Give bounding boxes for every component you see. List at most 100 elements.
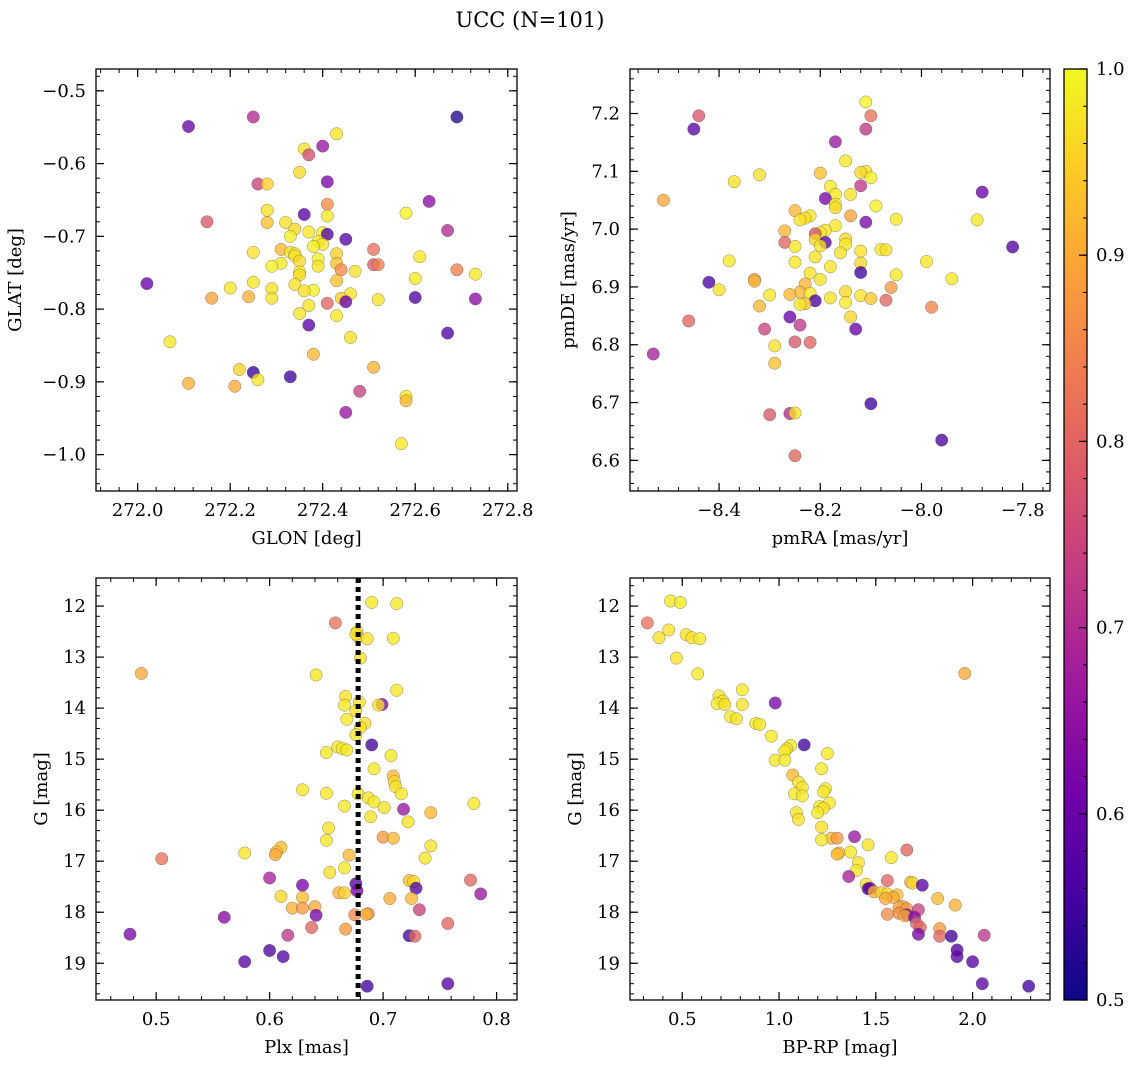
data-point	[311, 259, 325, 273]
data-point	[958, 666, 972, 680]
x-tick-label: 1.0	[765, 1009, 794, 1030]
data-point	[944, 929, 958, 943]
data-point	[238, 846, 252, 860]
data-point	[348, 264, 362, 278]
data-point	[864, 397, 878, 411]
colorbar-tick-label: 0.9	[1096, 245, 1125, 266]
data-point	[238, 955, 252, 969]
data-point	[673, 596, 687, 609]
data-point	[383, 892, 397, 905]
panel-sky-xlabel: GLON [deg]	[251, 528, 361, 549]
data-point	[803, 266, 817, 280]
y-tick-label: 17	[63, 851, 86, 872]
data-point	[217, 910, 231, 924]
data-point	[441, 917, 455, 930]
data-point	[693, 632, 707, 646]
data-point	[140, 277, 154, 291]
data-point	[830, 831, 844, 845]
data-point	[316, 139, 330, 153]
y-tick-label: 17	[597, 851, 620, 872]
data-point	[864, 171, 878, 185]
data-point	[251, 373, 265, 387]
data-point	[813, 166, 827, 180]
data-point	[788, 240, 802, 253]
data-point	[364, 810, 378, 824]
data-point	[413, 250, 427, 264]
panel-color-magnitude-points	[640, 594, 1036, 993]
data-point	[339, 295, 353, 309]
data-point	[823, 291, 837, 305]
data-point	[854, 179, 868, 193]
y-tick-label: 18	[63, 902, 86, 923]
data-point	[793, 213, 807, 227]
data-point	[265, 259, 279, 273]
data-point	[319, 833, 333, 847]
data-point	[730, 712, 743, 726]
data-point	[367, 795, 381, 809]
data-point	[778, 753, 792, 767]
data-point	[844, 209, 858, 223]
data-point	[306, 347, 320, 361]
data-point	[274, 889, 288, 903]
data-point	[468, 292, 482, 306]
data-point	[889, 212, 903, 226]
data-point	[367, 242, 381, 256]
data-point	[467, 797, 481, 810]
data-point	[788, 255, 802, 269]
panel-sky-frame	[95, 68, 518, 492]
data-point	[182, 376, 195, 390]
data-point	[722, 254, 736, 268]
data-point	[163, 335, 177, 349]
data-point	[338, 799, 351, 813]
panel-parallax-magnitude: 0.5 0.6 0.7 0.8 12 13 14 15 16 17 18 19 Plx [mas] G…	[31, 577, 518, 1058]
data-point	[859, 95, 873, 109]
data-point	[223, 281, 237, 295]
x-tick-label: 0.6	[255, 1009, 284, 1030]
data-point	[450, 263, 464, 277]
data-point	[682, 314, 696, 328]
data-point	[813, 239, 827, 253]
data-point	[975, 977, 989, 991]
data-point	[848, 830, 861, 844]
data-point	[842, 870, 856, 883]
data-point	[844, 845, 858, 859]
data-point	[334, 263, 348, 277]
data-point	[260, 203, 274, 217]
data-point	[788, 449, 802, 463]
data-point	[880, 874, 894, 888]
data-point	[288, 277, 302, 291]
data-point	[815, 820, 829, 834]
data-point	[879, 243, 893, 257]
data-point	[394, 787, 408, 801]
x-tick-label: −8.2	[798, 500, 842, 521]
data-point	[815, 833, 829, 847]
data-point	[783, 310, 797, 324]
y-tick-label: 15	[63, 749, 86, 770]
data-point	[283, 229, 297, 243]
data-point	[778, 224, 792, 238]
data-point	[372, 698, 386, 712]
y-tick-label: 7.2	[591, 104, 620, 125]
y-tick-label: 7.0	[591, 219, 620, 240]
data-point	[797, 738, 811, 752]
data-point	[915, 878, 929, 892]
data-point	[768, 339, 782, 353]
data-point	[859, 215, 873, 229]
x-tick-label: 272.0	[112, 500, 164, 521]
data-point	[367, 762, 381, 776]
data-point	[474, 887, 488, 901]
data-point	[758, 322, 772, 336]
data-point	[828, 135, 842, 149]
data-point	[339, 405, 353, 419]
data-point	[360, 979, 374, 993]
data-point	[320, 175, 334, 189]
data-point	[309, 908, 323, 922]
data-point	[925, 300, 939, 314]
x-tick-label: 2.0	[958, 1009, 987, 1030]
data-point	[468, 267, 482, 281]
data-point	[377, 801, 391, 815]
data-point	[788, 406, 802, 420]
data-point	[808, 250, 822, 264]
y-tick-label: 14	[63, 698, 86, 719]
y-tick-label: −0.6	[42, 154, 86, 175]
